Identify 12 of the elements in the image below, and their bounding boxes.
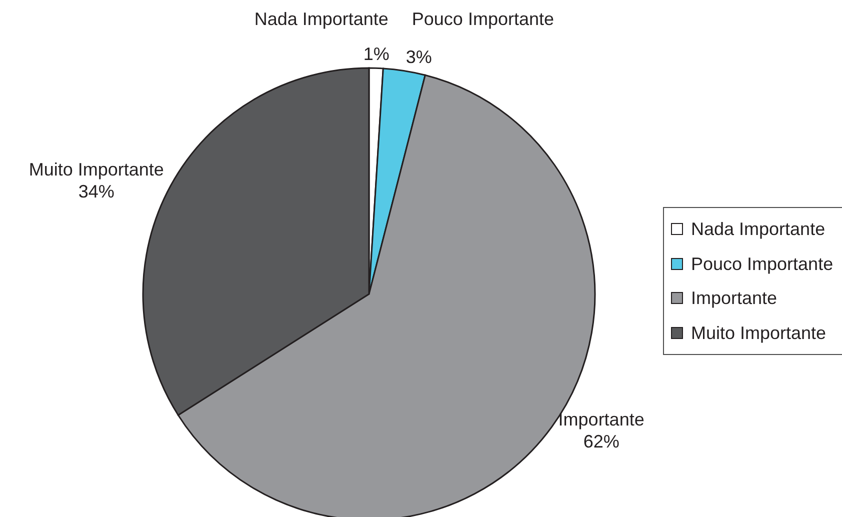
data-label: 62% bbox=[583, 432, 620, 452]
slice-label: Pouco Importante bbox=[412, 9, 554, 29]
legend-label: Importante bbox=[691, 288, 778, 308]
data-label: 1% bbox=[363, 44, 390, 64]
data-label: 3% bbox=[406, 46, 432, 67]
legend-label: Muito Importante bbox=[691, 322, 826, 343]
slice-label: Nada Importante bbox=[254, 9, 388, 29]
slice-label: Muito Importante bbox=[28, 159, 164, 180]
legend-label: Nada Importante bbox=[691, 219, 826, 240]
slice-label: Importante bbox=[558, 410, 644, 430]
data-label: 34% bbox=[78, 181, 114, 202]
legend-label: Pouco Importante bbox=[691, 254, 834, 274]
